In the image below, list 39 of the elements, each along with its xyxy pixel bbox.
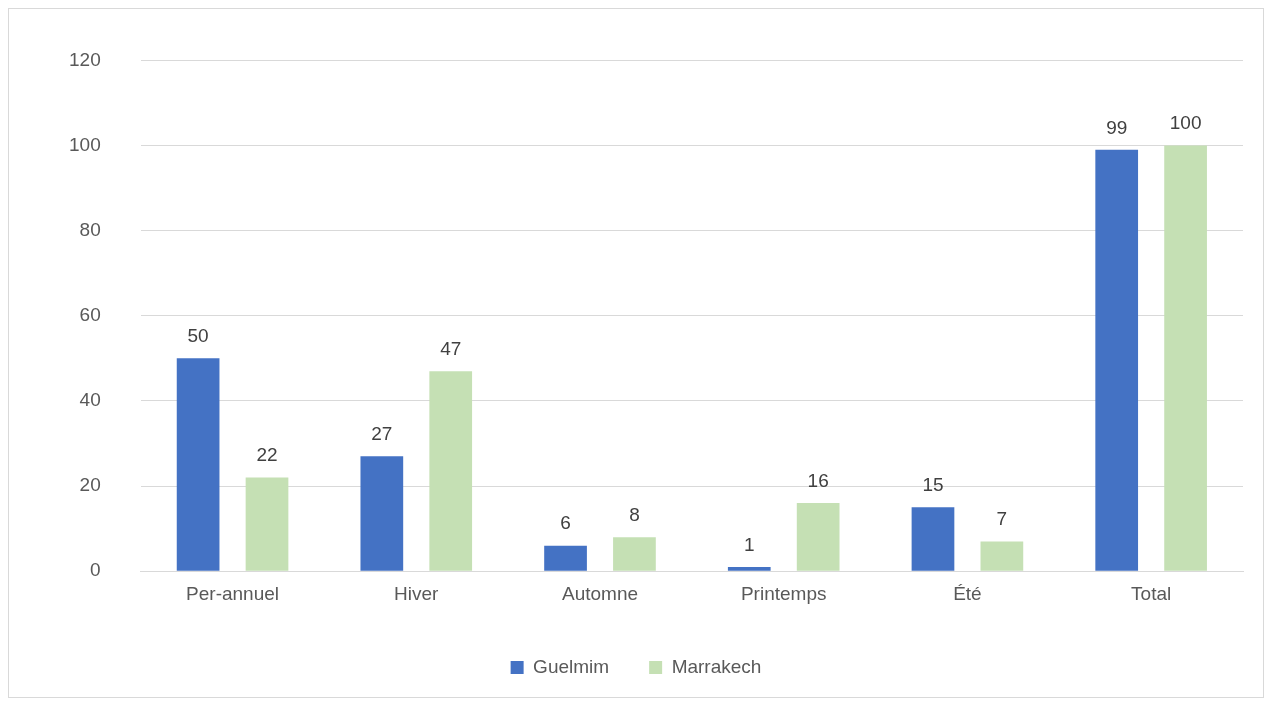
bar bbox=[980, 541, 1024, 571]
bar bbox=[429, 371, 473, 571]
data-label: 8 bbox=[629, 503, 640, 525]
bar bbox=[727, 566, 771, 571]
data-label: 27 bbox=[371, 423, 393, 444]
bar bbox=[1095, 149, 1139, 571]
data-label: 1 bbox=[743, 533, 755, 555]
legend-label: Guelmim bbox=[533, 655, 610, 677]
y-tick-label: 0 bbox=[90, 559, 101, 581]
y-tick-label: 100 bbox=[69, 133, 101, 155]
x-tick-label: Hiver bbox=[394, 582, 440, 604]
bar bbox=[613, 537, 656, 571]
legend-label: Marrakech bbox=[671, 655, 762, 677]
data-label: 47 bbox=[440, 337, 462, 359]
bar bbox=[1164, 145, 1207, 571]
x-tick-label: Printemps bbox=[740, 582, 827, 604]
y-tick-label: 80 bbox=[79, 218, 101, 240]
x-tick-label: Per-annuel bbox=[186, 582, 280, 604]
bar bbox=[544, 545, 587, 571]
y-tick-label: 120 bbox=[69, 48, 101, 70]
data-label: 16 bbox=[807, 469, 829, 491]
bar bbox=[245, 477, 289, 571]
x-tick-label: Été bbox=[953, 582, 982, 604]
data-label: 50 bbox=[187, 325, 209, 347]
bar bbox=[796, 503, 840, 571]
data-label: 15 bbox=[922, 474, 944, 496]
data-label: 99 bbox=[1106, 116, 1128, 138]
y-tick-label: 60 bbox=[79, 304, 101, 326]
data-label: 100 bbox=[1169, 112, 1202, 134]
data-label: 22 bbox=[256, 444, 278, 466]
x-tick-label: Total bbox=[1131, 582, 1172, 604]
bar bbox=[360, 456, 404, 571]
y-tick-label: 40 bbox=[79, 389, 101, 411]
bar bbox=[176, 358, 220, 571]
bar bbox=[911, 507, 955, 571]
y-tick-label: 20 bbox=[79, 474, 101, 496]
x-tick-label: Automne bbox=[561, 582, 639, 604]
data-label: 7 bbox=[996, 508, 1008, 530]
data-label: 6 bbox=[560, 512, 571, 534]
